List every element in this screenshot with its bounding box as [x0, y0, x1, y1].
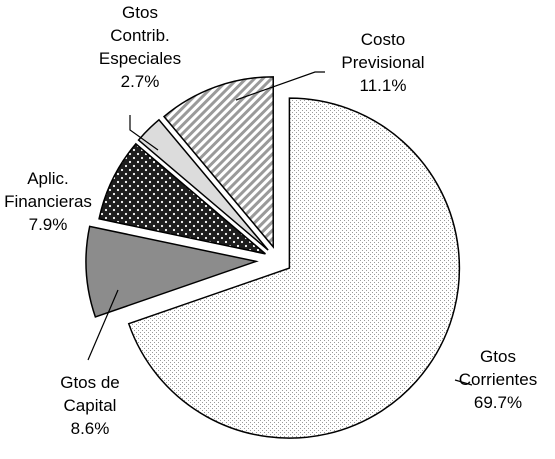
leader-line: [129, 115, 159, 151]
data-label-line: 8.6%: [71, 419, 110, 438]
data-label-line: Aplic.: [27, 169, 69, 188]
slice-aplic-financieras: [98, 142, 266, 255]
data-label-line: Gtos de: [60, 373, 120, 392]
data-label-line: Gtos: [122, 3, 158, 22]
data-label-line: Costo: [361, 30, 405, 49]
label-gtos-de-capital: Gtos de Capital 8.6%: [60, 373, 120, 438]
label-gtos-corrientes: Gtos Corrientes 69.7%: [459, 347, 537, 412]
data-label-line: Financieras: [4, 192, 92, 211]
data-label-line: 2.7%: [121, 72, 160, 91]
data-label-line: Previsional: [341, 53, 424, 72]
data-label-line: Capital: [64, 396, 117, 415]
slice-gtos-corrientes: [127, 97, 461, 439]
label-gtos-contrib-especiales: Gtos Contrib. Especiales 2.7%: [99, 3, 181, 91]
data-label-line: Especiales: [99, 49, 181, 68]
label-aplic-financieras: Aplic. Financieras 7.9%: [4, 169, 92, 234]
slice-gtos-contrib-especiales: [137, 118, 269, 251]
data-label-line: Gtos: [480, 347, 516, 366]
label-costo-previsional: Costo Previsional 11.1%: [341, 30, 424, 95]
slice-gtos-de-capital: [85, 225, 259, 318]
data-label-line: 7.9%: [29, 215, 68, 234]
slice-costo-previsional: [162, 76, 274, 249]
leader-line: [454, 379, 473, 386]
leader-line: [87, 289, 119, 361]
data-label-line: Contrib.: [110, 26, 170, 45]
leader-line: [235, 71, 325, 101]
data-label-line: 11.1%: [360, 76, 407, 95]
data-label-line: 69.7%: [474, 393, 522, 412]
data-label-line: Corrientes: [459, 370, 537, 389]
